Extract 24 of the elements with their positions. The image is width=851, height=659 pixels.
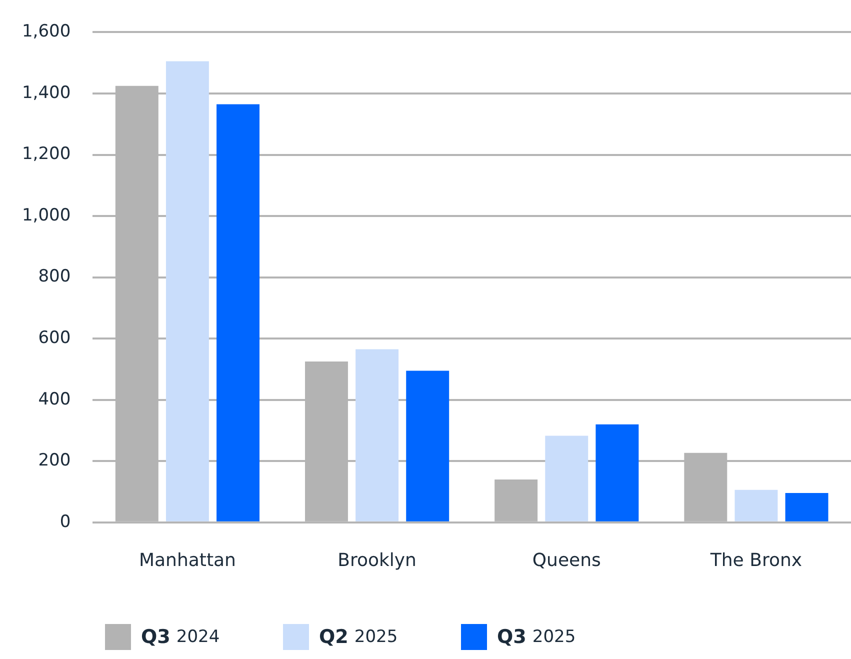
y-tick-label: 400	[38, 389, 71, 410]
y-tick-label: 200	[38, 450, 71, 471]
x-tick-label: The Bronx	[709, 550, 802, 571]
bar	[596, 424, 639, 522]
y-tick-label: 600	[38, 328, 71, 348]
bar	[785, 492, 828, 522]
x-tick-label: Brooklyn	[338, 550, 416, 571]
x-tick-label: Manhattan	[138, 550, 236, 571]
legend-label: Q3 2024	[141, 626, 220, 648]
y-tick-label: 1,600	[22, 22, 71, 42]
bar	[406, 370, 450, 522]
y-tick-label: 800	[38, 266, 71, 287]
bar	[734, 490, 778, 522]
y-tick-label: 0	[60, 512, 71, 532]
y-tick-label: 1,200	[22, 144, 71, 164]
y-tick-label: 1,000	[22, 205, 71, 226]
bar	[545, 436, 588, 522]
bar	[356, 349, 399, 522]
legend-label: Q2 2025	[319, 626, 398, 648]
y-tick-label: 1,400	[22, 82, 71, 103]
legend-label: Q3 2025	[497, 626, 576, 648]
bar	[216, 104, 260, 522]
bar	[166, 61, 209, 522]
x-tick-label: Queens	[532, 550, 601, 571]
